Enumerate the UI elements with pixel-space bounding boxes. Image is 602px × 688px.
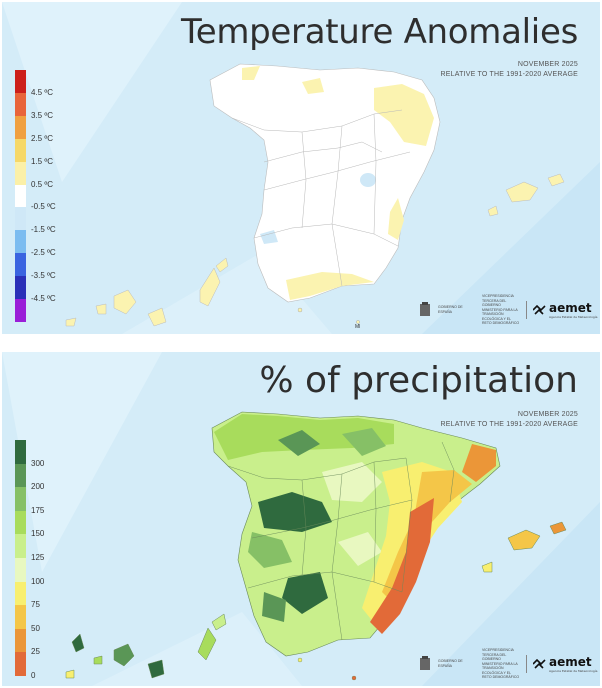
temperature-legend-swatch: [15, 161, 26, 185]
temperature-legend-label: -3.5 ºC: [31, 271, 56, 281]
temperature-legend-swatch: [15, 138, 26, 162]
precipitation-legend-label: 50: [31, 623, 40, 633]
precipitation-legend-label: 75: [31, 600, 40, 610]
precipitation-legend-label: 0: [31, 671, 36, 680]
precipitation-legend-swatch: [15, 605, 26, 629]
temperature-legend-swatch: [15, 115, 26, 139]
temperature-legend-label: 2.5 ºC: [31, 133, 54, 143]
precipitation-legend-swatch: [15, 581, 26, 606]
precipitation-map: [2, 352, 600, 686]
precipitation-date: NOVEMBER 2025: [517, 411, 578, 418]
temperature-legend-label: 3.5 ºC: [31, 110, 54, 120]
aemet-text: aemet: [549, 300, 592, 315]
temperature-legend-swatch: [15, 253, 26, 277]
coat-of-arms-icon: [420, 655, 430, 670]
precipitation-legend-swatch: [15, 534, 26, 558]
coat-of-arms-icon: [420, 301, 430, 316]
temperature-meta: NOVEMBER 2025 RELATIVE TO THE 1991-2020 …: [441, 60, 578, 80]
gov-logo-left: GOBIERNO DE ESPAÑA: [438, 659, 463, 668]
precipitation-legend-swatch: [15, 652, 26, 676]
temperature-legend-label: -4.5 ºC: [31, 294, 56, 304]
temperature-legend-label: -1.5 ºC: [31, 225, 56, 235]
precipitation-legend-swatch: [15, 628, 26, 653]
precipitation-panel: % of precipitation NOVEMBER 2025 RELATIV…: [2, 352, 600, 686]
temperature-title: Temperature Anomalies: [181, 12, 578, 52]
melilla-label: Ml: [355, 324, 361, 330]
temperature-legend-swatch: [15, 184, 26, 208]
precipitation-legend-swatch: [15, 440, 26, 464]
temperature-legend-label: 0.5 ºC: [31, 179, 54, 189]
aemet-text: aemet: [549, 654, 592, 669]
gov-logo-right: VICEPRESIDENCIA TERCERA DEL GOBIERNO MIN…: [482, 648, 520, 679]
precipitation-reference: RELATIVE TO THE 1991-2020 AVERAGE: [440, 421, 578, 428]
logo-divider: [526, 654, 527, 673]
gov-logo-left: GOBIERNO DE ESPAÑA: [438, 305, 463, 314]
precipitation-legend-label: 300: [31, 458, 45, 468]
precipitation-legend-swatch: [15, 510, 26, 535]
precipitation-legend-label: 125: [31, 553, 45, 562]
logo-divider: [526, 300, 527, 319]
temperature-legend-label: -0.5 ºC: [31, 202, 56, 212]
precipitation-legend-label: 25: [31, 647, 40, 657]
precipitation-legend-label: 100: [31, 576, 45, 586]
temperature-legend-swatch: [15, 276, 26, 300]
temperature-logos: GOBIERNO DE ESPAÑA VICEPRESIDENCIA TERCE…: [418, 294, 598, 326]
temperature-map: [2, 2, 600, 334]
temperature-legend-label: 1.5 ºC: [31, 156, 54, 166]
aemet-logo: aemet Agencia Estatal de Meteorología: [533, 655, 598, 673]
precipitation-legend-label: 175: [31, 505, 45, 515]
precipitation-legend-swatch: [15, 487, 26, 511]
gov-logo-right: VICEPRESIDENCIA TERCERA DEL GOBIERNO MIN…: [482, 294, 520, 325]
precipitation-meta: NOVEMBER 2025 RELATIVE TO THE 1991-2020 …: [441, 410, 578, 430]
aemet-icon: [533, 658, 546, 669]
temperature-legend-bar: [15, 70, 26, 322]
precipitation-legend-label: 150: [31, 529, 45, 539]
temperature-legend-swatch: [15, 230, 26, 254]
temperature-date: NOVEMBER 2025: [517, 61, 578, 68]
temperature-legend-swatch: [15, 207, 26, 231]
precipitation-title: % of precipitation: [259, 360, 578, 401]
temperature-legend-swatch: [15, 92, 26, 116]
temperature-legend-swatch: [15, 70, 26, 93]
precipitation-legend-swatch: [15, 463, 26, 488]
temperature-legend-label: -2.5 ºC: [31, 248, 56, 258]
temperature-reference: RELATIVE TO THE 1991-2020 AVERAGE: [440, 71, 578, 78]
precipitation-legend-label: 200: [31, 482, 45, 492]
temperature-anomaly-panel: Temperature Anomalies NOVEMBER 2025 RELA…: [2, 2, 600, 334]
temperature-legend-label: 4.5 ºC: [31, 87, 54, 97]
aemet-icon: [533, 304, 546, 315]
aemet-logo: aemet Agencia Estatal de Meteorología: [533, 301, 598, 319]
precipitation-legend-bar: [15, 440, 26, 676]
aemet-subtitle: Agencia Estatal de Meteorología: [549, 668, 598, 673]
temperature-legend-swatch: [15, 299, 26, 322]
precipitation-logos: GOBIERNO DE ESPAÑA VICEPRESIDENCIA TERCE…: [418, 648, 598, 680]
precipitation-legend-swatch: [15, 557, 26, 582]
aemet-subtitle: Agencia Estatal de Meteorología: [549, 314, 598, 319]
